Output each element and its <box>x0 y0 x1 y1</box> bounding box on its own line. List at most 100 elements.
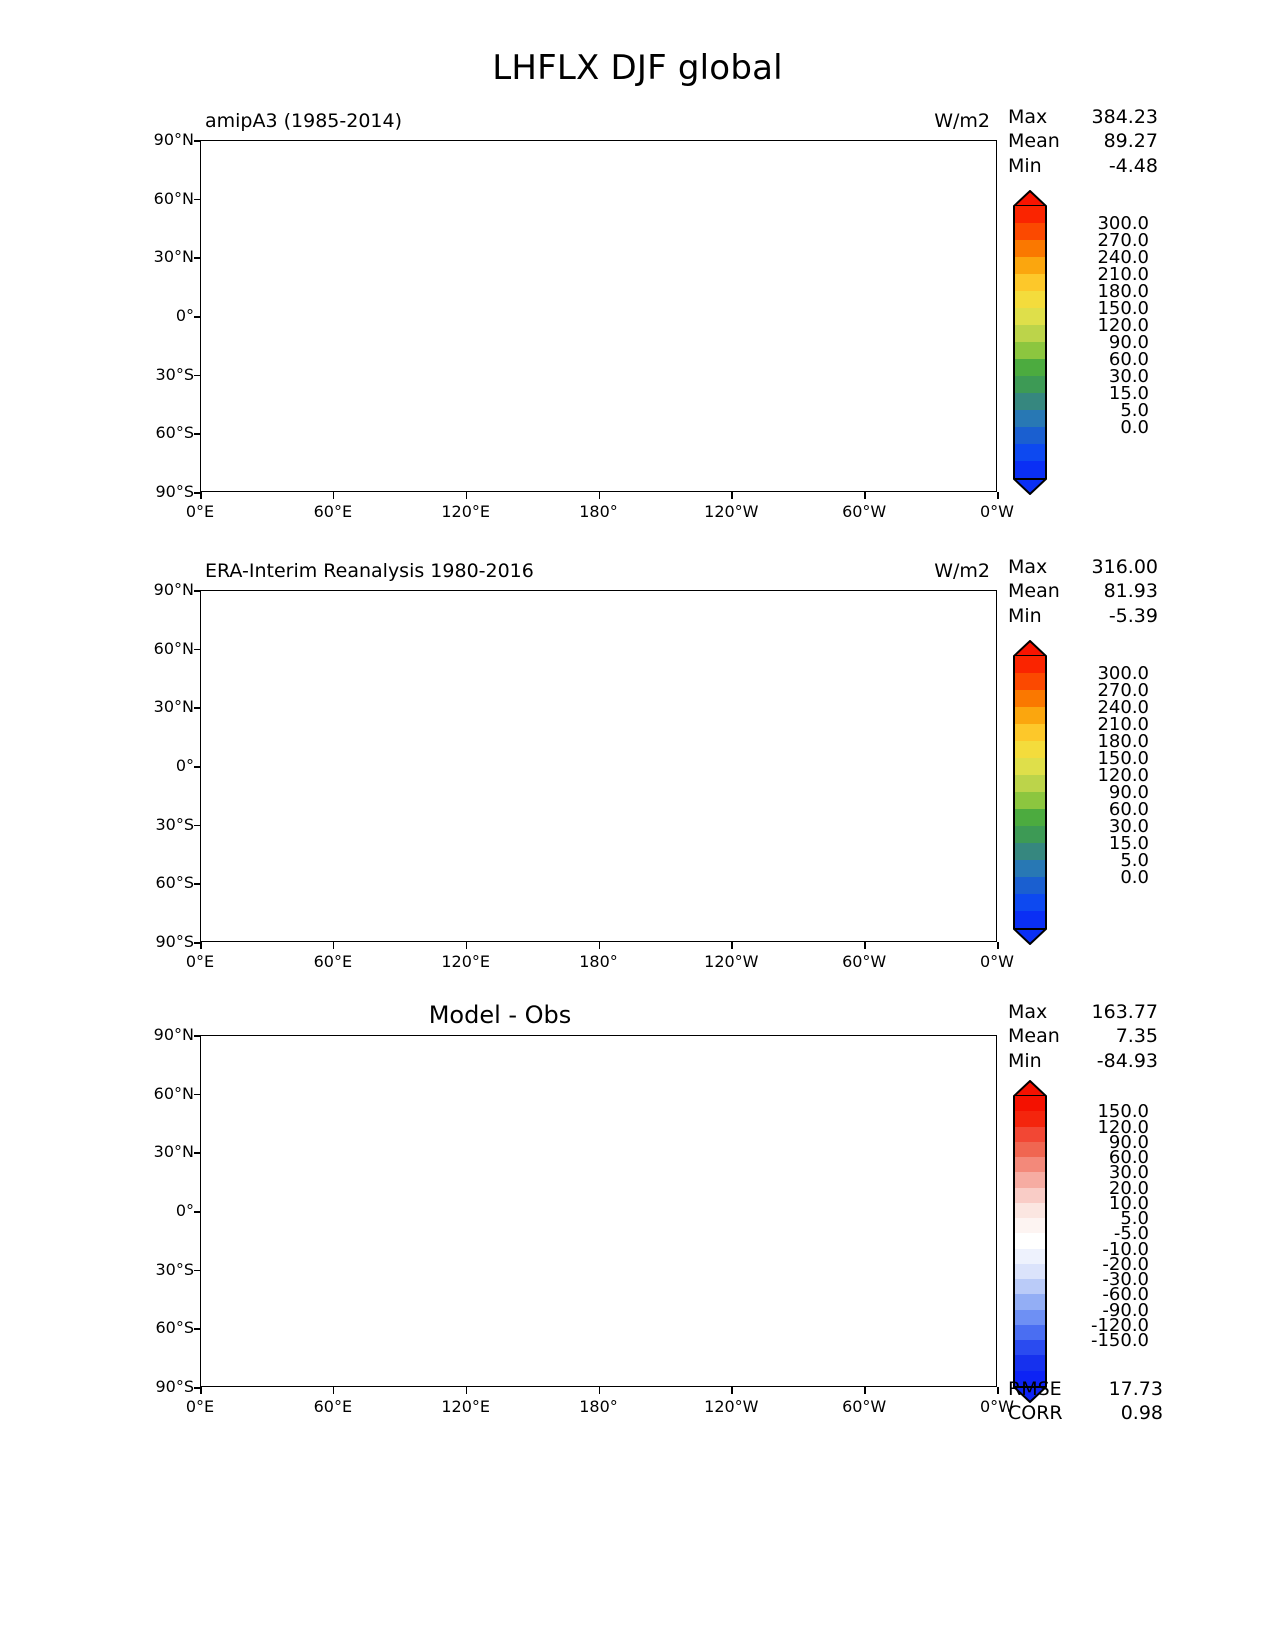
colorbar-tick-label: 60.0 <box>1108 799 1149 820</box>
colorbar-obs[interactable]: 300.0 270.0 240.0 210.0 180.0 150.0 120.0 90.0 6… <box>1013 640 1149 945</box>
lat-tick-mark <box>194 492 201 494</box>
skill-key: RMSE <box>1008 1378 1062 1400</box>
colorbar-segment <box>1015 1294 1045 1310</box>
lat-tick-label: 30°N <box>153 247 194 267</box>
colorbar-segment <box>1015 1233 1045 1249</box>
lon-tick-label: 60°W <box>842 952 887 971</box>
lat-tick-label: 0° <box>175 306 194 325</box>
lat-tick-label: 30°N <box>153 697 194 717</box>
colorbar-segment <box>1015 291 1045 308</box>
stat-key: Max <box>1008 556 1048 578</box>
skill-row: RMSE 17.73 <box>1008 1377 1163 1401</box>
colorbar-tick-label: 60.0 <box>1108 349 1149 370</box>
lon-tick-label: 120°E <box>441 1397 490 1416</box>
lon-tick-label: 0°W <box>980 952 1014 971</box>
colorbar-tick-label: 270.0 <box>1097 230 1149 251</box>
colorbar-tick-label: 15.0 <box>1108 833 1149 854</box>
lon-tick-mark <box>200 492 202 499</box>
colorbar-segment <box>1015 206 1045 223</box>
map-obs[interactable] <box>200 590 997 942</box>
colorbar-segment <box>1015 656 1045 673</box>
lat-tick-label: 90°S <box>155 1377 194 1396</box>
stat-key: Max <box>1008 106 1048 128</box>
lon-tick-mark <box>465 492 468 499</box>
panel-units-obs: W/m2 <box>934 560 990 582</box>
lat-tick-label: 60°N <box>153 638 194 658</box>
stat-key: Max <box>1008 1001 1048 1023</box>
lon-tick-mark <box>465 942 468 949</box>
colorbar-model[interactable]: 300.0 270.0 240.0 210.0 180.0 150.0 120.0 90.0 6… <box>1013 190 1149 495</box>
lon-tick-label: 60°W <box>842 502 887 521</box>
colorbar-over-arrow <box>1013 640 1047 657</box>
map-difference[interactable] <box>200 1035 997 1387</box>
colorbar-tick-label: -20.0 <box>1102 1253 1149 1275</box>
colorbar-tick-label: 5.0 <box>1120 850 1149 871</box>
stat-row: Mean 81.93 <box>1008 579 1158 603</box>
lat-tick-label: 90°S <box>155 932 194 951</box>
colorbar-segment <box>1015 911 1045 928</box>
colorbar-segment <box>1015 758 1045 775</box>
colorbar-segment <box>1015 444 1045 461</box>
lon-tick-label: 180° <box>579 502 618 521</box>
colorbar-tick-label: 240.0 <box>1097 247 1149 268</box>
colorbar-tick-label: 150.0 <box>1097 298 1149 319</box>
panel-label-difference: Model - Obs <box>428 1001 572 1029</box>
colorbar-gradient[interactable] <box>1013 206 1047 478</box>
colorbar-tick-label: 5.0 <box>1120 400 1149 421</box>
colorbar-gradient[interactable] <box>1013 1096 1047 1386</box>
lon-tick-mark <box>332 1387 335 1394</box>
lon-tick-mark <box>997 1387 999 1394</box>
colorbar-tick-label: 90.0 <box>1108 1131 1149 1153</box>
panel-label-model: amipA3 (1985-2014) <box>205 110 403 132</box>
lat-tick-label: 60°S <box>155 1318 194 1338</box>
colorbar-tick-label: 90.0 <box>1108 332 1149 353</box>
lat-tick-mark <box>194 257 201 259</box>
stat-key: Min <box>1008 154 1042 177</box>
stat-key: Mean <box>1008 580 1060 603</box>
colorbar-gradient[interactable] <box>1013 656 1047 928</box>
skill-row: CORR 0.98 <box>1008 1401 1163 1425</box>
colorbar-segment <box>1015 325 1045 342</box>
stat-value: 7.35 <box>1115 1025 1158 1048</box>
lon-tick-label: 180° <box>579 1397 618 1416</box>
colorbar-tick-label: 150.0 <box>1097 748 1149 769</box>
colorbar-tick-label: -150.0 <box>1090 1330 1149 1352</box>
colorbar-tick-label: -120.0 <box>1090 1314 1149 1336</box>
lat-tick-mark <box>194 1269 201 1272</box>
stat-value: 81.93 <box>1103 580 1158 603</box>
lon-tick-label: 120°E <box>441 502 490 521</box>
colorbar-tick-label: 0.0 <box>1120 417 1149 438</box>
lat-tick-mark <box>194 648 201 651</box>
colorbar-tick-label: 30.0 <box>1108 816 1149 837</box>
colorbar-segment <box>1015 1340 1045 1356</box>
lat-tick-label: 60°N <box>153 188 194 208</box>
lat-tick-mark <box>194 1035 201 1037</box>
stat-value: 384.23 <box>1091 106 1158 128</box>
panel-obs: ERA-Interim Reanalysis 1980-2016 W/m2 Ma… <box>0 556 1275 990</box>
colorbar-tick-label: 210.0 <box>1097 264 1149 285</box>
colorbar-segment <box>1015 1309 1045 1325</box>
colorbar-tick-label: 10.0 <box>1108 1192 1149 1214</box>
stat-key: Mean <box>1008 130 1060 153</box>
lon-tick-mark <box>200 1387 202 1394</box>
stat-value: 316.00 <box>1091 556 1158 578</box>
lat-tick-label: 90°N <box>153 130 194 149</box>
colorbar-tick-label: 0.0 <box>1120 867 1149 888</box>
colorbar-over-arrow <box>1013 1080 1047 1097</box>
colorbar-segment <box>1015 860 1045 877</box>
colorbar-segment <box>1015 1355 1045 1371</box>
colorbar-difference[interactable]: 150.0 120.0 90.0 60.0 30.0 20.0 10.0 5.0 -5.0 -10… <box>1013 1080 1149 1403</box>
lon-tick-label: 180° <box>579 952 618 971</box>
lon-tick-mark <box>997 942 999 949</box>
colorbar-segment <box>1015 1370 1045 1386</box>
lat-tick-mark <box>194 942 201 944</box>
stat-row: Min -84.93 <box>1008 1049 1158 1073</box>
lat-tick-label: 30°S <box>155 364 194 384</box>
colorbar-segment <box>1015 1187 1045 1203</box>
colorbar-segment <box>1015 223 1045 240</box>
map-model[interactable] <box>200 140 997 492</box>
lon-tick-mark <box>731 1387 733 1394</box>
lat-tick-label: 30°S <box>155 1259 194 1279</box>
colorbar-segment <box>1015 877 1045 894</box>
stat-row: Min -5.39 <box>1008 604 1158 628</box>
